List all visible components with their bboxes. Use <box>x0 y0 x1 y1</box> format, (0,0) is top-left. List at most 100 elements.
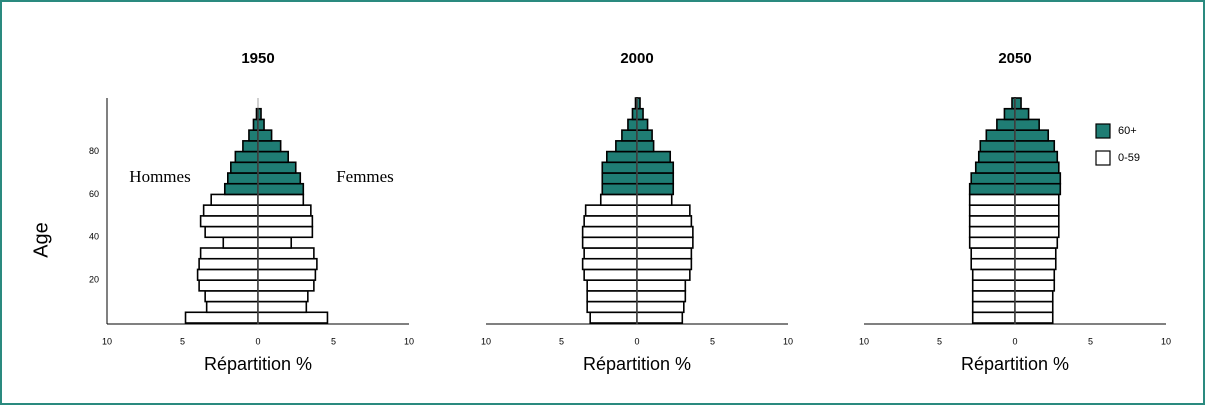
bar <box>971 268 1016 281</box>
bar <box>1014 225 1060 239</box>
x-tick-label: 10 <box>404 336 414 346</box>
bar <box>971 300 1016 314</box>
bar <box>584 204 638 217</box>
bar <box>257 140 282 153</box>
bar <box>257 300 308 314</box>
bar <box>583 268 638 281</box>
bar <box>636 97 641 110</box>
bar <box>971 311 1016 324</box>
y-tick-label: 80 <box>89 146 99 156</box>
bar <box>1014 215 1060 228</box>
bar <box>257 150 290 164</box>
bar <box>205 300 259 314</box>
bar <box>636 107 644 121</box>
x-tick-label: 10 <box>859 336 869 346</box>
legend-swatch <box>1095 123 1111 139</box>
bar <box>968 193 1016 206</box>
bar <box>257 247 315 260</box>
bar <box>210 193 259 206</box>
bar <box>636 129 653 142</box>
bar <box>636 268 691 281</box>
y-axis-label: Age <box>30 222 52 258</box>
bar <box>1014 268 1056 281</box>
bar <box>204 225 259 239</box>
bar <box>971 290 1016 303</box>
bar <box>1014 236 1059 249</box>
bar <box>1014 140 1056 153</box>
bar <box>222 236 259 249</box>
bar <box>636 225 694 239</box>
bar <box>242 140 259 153</box>
bar <box>1014 257 1057 271</box>
bar <box>996 118 1016 131</box>
bar <box>257 257 318 271</box>
bar <box>1014 300 1054 314</box>
bar <box>971 279 1016 292</box>
panel-title: 2050 <box>998 50 1031 67</box>
bar <box>1014 172 1062 185</box>
bar <box>636 300 685 314</box>
bar <box>636 236 694 249</box>
bar <box>977 150 1016 164</box>
bar <box>1014 107 1030 121</box>
bar <box>581 257 638 271</box>
bar <box>1014 150 1059 164</box>
bar <box>1014 129 1050 142</box>
bar <box>234 150 259 164</box>
bar <box>601 182 638 196</box>
bar <box>581 236 638 249</box>
panel-title: 1950 <box>241 50 274 67</box>
bar <box>586 300 638 314</box>
bar <box>968 204 1016 217</box>
bar <box>257 290 309 303</box>
bar <box>199 215 259 228</box>
bar <box>1014 311 1054 324</box>
bar <box>636 279 687 292</box>
bar <box>636 140 655 153</box>
x-axis-label: Répartition % <box>583 354 691 374</box>
bar <box>636 247 693 260</box>
x-tick-label: 10 <box>1161 336 1171 346</box>
x-tick-label: 5 <box>331 336 336 346</box>
bar <box>1014 118 1040 131</box>
x-axis-label: Répartition % <box>961 354 1069 374</box>
bar <box>257 107 262 121</box>
bar <box>202 204 259 217</box>
y-tick-label: 20 <box>89 275 99 285</box>
bar <box>257 225 314 239</box>
bar <box>601 161 638 174</box>
bar <box>636 182 675 196</box>
bar <box>257 268 317 281</box>
bar <box>257 204 312 217</box>
bar <box>979 140 1016 153</box>
bar <box>257 118 265 131</box>
bar <box>227 172 259 185</box>
bar <box>636 204 691 217</box>
bar <box>621 129 638 142</box>
bar <box>257 161 297 174</box>
bar <box>257 236 293 249</box>
bar <box>223 182 259 196</box>
x-tick-label: 10 <box>481 336 491 346</box>
bar <box>615 140 638 153</box>
bar <box>627 118 638 131</box>
series-label: Femmes <box>336 167 394 186</box>
bar <box>198 279 259 292</box>
bar <box>230 161 259 174</box>
x-tick-label: 10 <box>783 336 793 346</box>
bar <box>257 279 315 292</box>
bar <box>985 129 1016 142</box>
bar <box>184 311 259 324</box>
bar <box>974 161 1016 174</box>
bar <box>968 215 1016 228</box>
bar <box>601 172 638 185</box>
bar <box>204 290 259 303</box>
bar <box>636 172 675 185</box>
bar <box>586 290 638 303</box>
bar <box>257 193 305 206</box>
legend-label: 0-59 <box>1118 152 1140 164</box>
bar <box>636 150 672 164</box>
bar <box>1003 107 1016 121</box>
